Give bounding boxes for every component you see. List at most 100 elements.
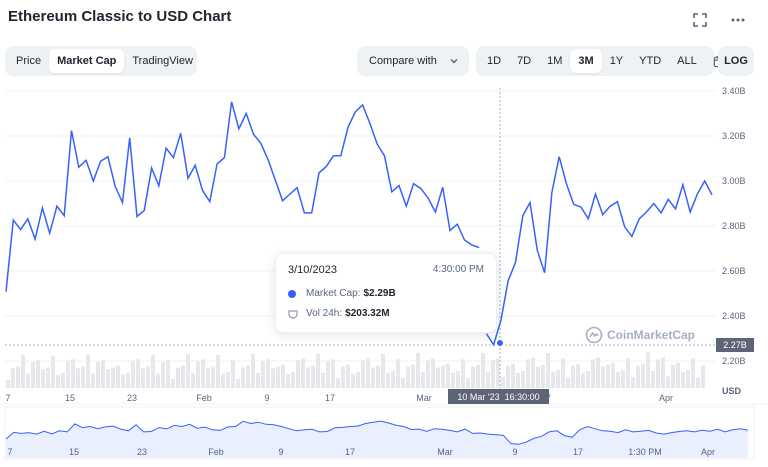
x-tick-label: 15	[65, 393, 75, 403]
crosshair-price-tag: 2.27B	[716, 338, 754, 352]
volume-bar	[251, 353, 255, 388]
volume-bar	[486, 371, 490, 388]
tab-market-cap[interactable]: Market Cap	[49, 49, 125, 73]
volume-bar	[691, 358, 695, 388]
x-tick-label: Mar	[416, 393, 432, 403]
volume-bar	[336, 378, 340, 388]
volume-bar	[136, 359, 140, 388]
volume-bar	[216, 354, 220, 388]
volume-bar	[396, 359, 400, 388]
x-tick-label: 17	[325, 393, 335, 403]
volume-bar	[181, 365, 185, 388]
tab-tradingview[interactable]: TradingView	[132, 55, 193, 67]
volume-bar	[366, 358, 370, 388]
volume-bar	[131, 361, 135, 388]
volume-bar	[656, 359, 660, 388]
volume-bar	[591, 359, 595, 388]
volume-bar	[646, 352, 650, 388]
range-3m[interactable]: 3M	[570, 49, 602, 73]
watermark-text: CoinMarketCap	[607, 328, 696, 342]
volume-bar	[321, 372, 325, 388]
volume-bar	[341, 366, 345, 388]
range-1m[interactable]: 1M	[547, 55, 563, 67]
market-cap-line	[5, 101, 713, 347]
volume-bar	[56, 374, 60, 388]
volume-bar	[696, 377, 700, 388]
cmc-logo-icon	[585, 326, 603, 344]
volume-bar	[451, 372, 455, 388]
range-1y[interactable]: 1Y	[609, 55, 624, 67]
navigator-tick-label: Feb	[208, 447, 224, 457]
range-7d[interactable]: 7D	[517, 55, 532, 67]
volume-bar	[446, 363, 450, 388]
volume-bars	[6, 352, 705, 388]
range-1d[interactable]: 1D	[487, 55, 502, 67]
volume-bar	[236, 379, 240, 388]
volume-bar	[51, 355, 55, 388]
range-all[interactable]: ALL	[677, 55, 697, 67]
navigator-line	[5, 420, 749, 445]
volume-bar	[186, 353, 190, 388]
tooltip-vol-label: Vol 24h:	[306, 308, 343, 319]
volume-bar	[666, 376, 670, 388]
volume-bar	[651, 371, 655, 388]
volume-bar	[86, 354, 90, 388]
compare-with-dropdown[interactable]: Compare with	[357, 46, 469, 76]
navigator-tick-label: Mar	[437, 447, 453, 457]
x-tick-label: Apr	[659, 393, 673, 403]
tooltip-market-cap-label: Market Cap:	[306, 288, 361, 299]
volume-bar	[31, 362, 35, 388]
volume-bar	[506, 365, 510, 388]
chevron-down-icon	[450, 58, 458, 64]
volume-bar	[686, 370, 690, 388]
navigator-tick-label: 1:30 PM	[628, 447, 662, 457]
volume-bar	[551, 371, 555, 388]
volume-bar	[306, 367, 310, 388]
volume-bar	[496, 358, 500, 388]
volume-bar	[196, 361, 200, 388]
volume-bar	[316, 353, 320, 388]
volume-bar	[386, 372, 390, 388]
market-cap-dot-icon	[288, 289, 296, 298]
x-tick-label: 9	[264, 393, 269, 403]
coinmarketcap-watermark: CoinMarketCap	[585, 326, 695, 344]
hover-point	[496, 339, 504, 347]
volume-bar	[101, 360, 105, 388]
volume-bar	[226, 371, 230, 388]
x-tick-label: 7	[5, 393, 10, 403]
volume-bar	[36, 360, 40, 388]
navigator-tick-label: 17	[573, 447, 583, 457]
volume-bar	[571, 365, 575, 388]
volume-bar	[701, 365, 705, 388]
volume-bar	[46, 367, 50, 388]
volume-bar	[661, 357, 665, 388]
volume-bar	[501, 377, 505, 388]
volume-bar	[556, 370, 560, 388]
volume-bar	[441, 365, 445, 388]
volume-bar	[626, 358, 630, 388]
tooltip-market-cap-value: $2.29B	[363, 288, 396, 299]
volume-bar	[121, 374, 125, 388]
tooltip-time: 4:30:00 PM	[432, 264, 484, 275]
crosshair-time-date: 10 Mar '23	[457, 391, 500, 402]
log-scale-button[interactable]: LOG	[718, 46, 754, 76]
fullscreen-icon[interactable]	[690, 10, 710, 30]
volume-bar	[481, 353, 485, 388]
volume-bar	[11, 368, 15, 388]
navigator-tick-label: 7	[7, 447, 12, 457]
volume-bar	[561, 358, 565, 388]
volume-bar	[406, 366, 410, 388]
volume-bar	[281, 364, 285, 388]
volume-bar	[171, 379, 175, 388]
compare-label: Compare with	[369, 55, 437, 67]
tab-price[interactable]: Price	[16, 55, 42, 67]
volume-bar	[106, 369, 110, 388]
navigator-area	[6, 421, 748, 458]
range-ytd[interactable]: YTD	[639, 55, 662, 67]
crosshair-time-clock: 16:30:00	[504, 391, 540, 402]
volume-bar	[116, 365, 120, 388]
more-dots-icon[interactable]	[728, 10, 748, 30]
volume-bar	[641, 363, 645, 388]
volume-bar	[126, 372, 130, 388]
